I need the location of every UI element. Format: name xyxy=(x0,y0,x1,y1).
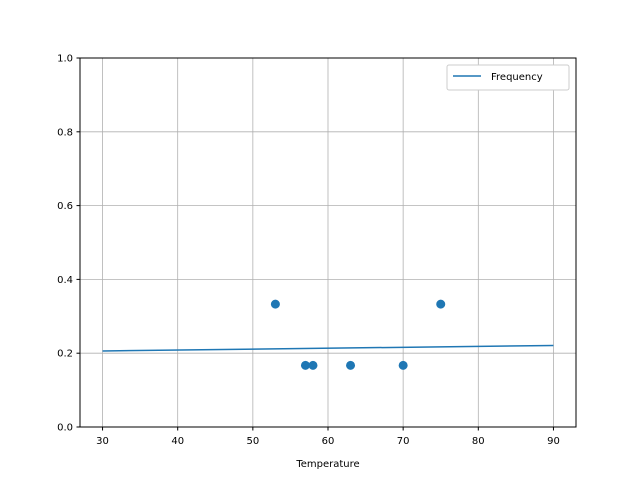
x-tick-label: 80 xyxy=(472,436,485,447)
scatter-point xyxy=(308,360,318,370)
legend: Frequency xyxy=(446,64,570,91)
legend-box xyxy=(446,64,570,91)
scatter-point xyxy=(346,360,356,370)
x-axis-label: Temperature xyxy=(295,459,359,470)
scatter-point xyxy=(270,299,280,309)
x-tick-label: 70 xyxy=(397,436,410,447)
x-tick-label: 60 xyxy=(322,436,335,447)
legend-label-frequency: Frequency xyxy=(491,72,543,83)
scatter-point xyxy=(436,299,446,309)
x-tick-label: 50 xyxy=(246,436,259,447)
y-tick-label: 0.0 xyxy=(57,423,73,434)
x-tick-label: 30 xyxy=(96,436,109,447)
y-tick-label: 1.0 xyxy=(57,54,73,65)
scatter-point xyxy=(300,360,310,370)
scatter-point xyxy=(398,360,408,370)
ticks: 30 40 50 60 70 80 90 0.0 0.2 0.4 0.6 0.8 1.0 xyxy=(57,54,560,448)
grid xyxy=(80,57,576,428)
y-tick-label: 0.8 xyxy=(57,127,73,138)
y-tick-label: 0.2 xyxy=(57,349,73,360)
series-line-frequency xyxy=(102,344,554,352)
x-tick-label: 40 xyxy=(171,436,184,447)
marks xyxy=(102,299,554,370)
y-tick-label: 0.4 xyxy=(57,275,73,286)
y-tick-label: 0.6 xyxy=(57,201,73,212)
x-tick-label: 90 xyxy=(547,436,560,447)
